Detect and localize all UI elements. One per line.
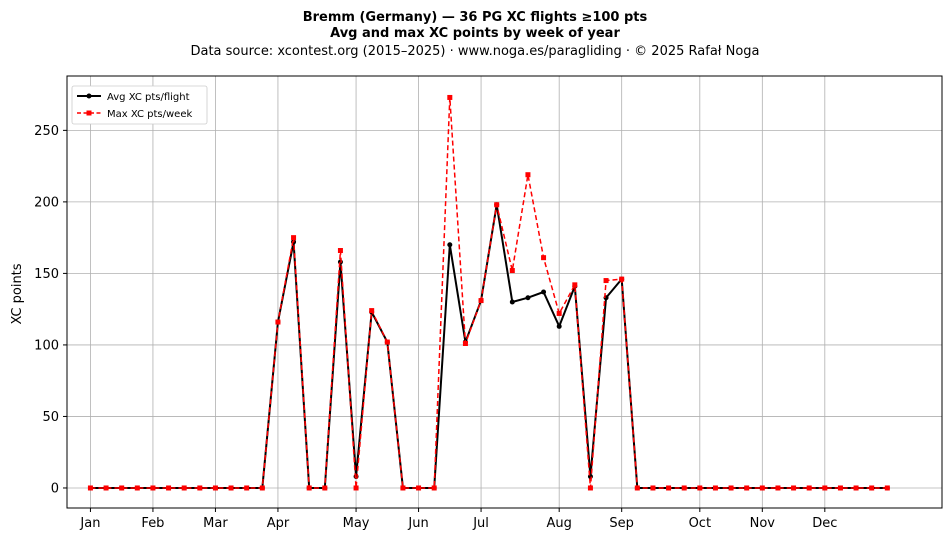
y-tick-label-100: 100	[34, 338, 59, 353]
series-max-point-week-47	[806, 485, 812, 491]
series-max-point-week-14	[291, 235, 297, 241]
x-tick-label-sep: Sep	[609, 516, 634, 531]
series-max-point-week-52	[884, 485, 890, 491]
series-max-point-week-28	[509, 268, 515, 274]
series-max-point-week-22	[416, 485, 422, 491]
series-max-point-week-23	[431, 485, 437, 491]
series-max-point-week-43	[744, 485, 750, 491]
series-max-point-week-11	[244, 485, 250, 491]
series-max-point-week-51	[869, 485, 875, 491]
series-max-line	[90, 96, 888, 489]
series-max-point-week-41	[712, 485, 718, 491]
series-max-point-week-13	[275, 319, 281, 325]
x-tick-label-jul: Jul	[472, 516, 489, 531]
chart-subtitle: Avg and max XC points by week of year	[330, 26, 620, 41]
y-tick-label-200: 200	[34, 195, 59, 210]
series-max-point-week-36	[634, 485, 640, 491]
legend-frame	[71, 85, 208, 125]
chart-title: Bremm (Germany) — 36 PG XC flights ≥100 …	[303, 10, 648, 25]
plot-area: Jan Feb Mar Apr May Jun Jul Aug Sep Oct Nov Dec 0 50 1…	[34, 75, 943, 531]
series-max-point-week-37	[650, 485, 656, 491]
series-max-point-week-18	[353, 485, 359, 491]
series-max-point-week-45	[775, 485, 781, 491]
series-max-point-week-17	[337, 248, 343, 254]
series-max-point-week-21	[400, 485, 406, 491]
series-max-point-week-50	[853, 485, 859, 491]
series-max-point-week-15	[306, 485, 312, 491]
x-tick-label-dec: Dec	[812, 516, 837, 531]
chart-source-note: Data source: xcontest.org (2015–2025) · …	[190, 44, 759, 59]
y-tick-label-0: 0	[51, 481, 59, 496]
series-max-point-week-49	[837, 485, 843, 491]
series-max-point-week-24	[447, 94, 453, 100]
series-max-point-week-25	[462, 340, 468, 346]
legend-max-label: Max XC pts/week	[107, 109, 192, 120]
series-avg-point-week-28	[509, 299, 515, 305]
x-tick-label-jan: Jan	[79, 516, 100, 531]
x-tick-label-jun: Jun	[407, 516, 428, 531]
series-max-point-week-8	[197, 485, 203, 491]
series-max-point-week-26	[478, 298, 484, 304]
series-max-point-week-31	[556, 310, 562, 316]
series-max-point-week-1	[87, 485, 93, 491]
x-tick-label-may: May	[343, 516, 370, 531]
series-max-point-week-48	[822, 485, 828, 491]
plot-frame	[66, 75, 943, 509]
series-avg-point-week-29	[525, 295, 531, 301]
series-max-point-week-4	[134, 485, 140, 491]
series-max-point-week-16	[322, 485, 328, 491]
series-max-point-week-38	[666, 485, 672, 491]
series-max-point-week-5	[150, 485, 156, 491]
series-avg-point-week-31	[556, 323, 562, 329]
series-avg-point-week-24	[447, 242, 453, 248]
series-max-point-week-10	[228, 485, 234, 491]
x-tick-label-nov: Nov	[750, 516, 776, 531]
series-max-point-week-19	[369, 308, 375, 314]
series-max-point-week-33	[587, 485, 593, 491]
x-tick-label-oct: Oct	[689, 516, 711, 531]
legend-max-marker	[86, 110, 92, 116]
x-tick-label-feb: Feb	[141, 516, 164, 531]
x-tick-label-aug: Aug	[546, 516, 571, 531]
series-max-point-week-39	[681, 485, 687, 491]
y-tick-label-150: 150	[34, 267, 59, 282]
series-max-point-week-44	[759, 485, 765, 491]
legend-avg-marker	[86, 93, 92, 99]
series-max-point-week-29	[525, 172, 531, 178]
legend: Avg XC pts/flight Max XC pts/week	[71, 85, 208, 125]
series-max-point-week-3	[119, 485, 125, 491]
series-max-point-week-7	[181, 485, 187, 491]
series-avg-point-week-30	[541, 289, 547, 295]
series-max-point-week-6	[166, 485, 172, 491]
series-max-point-week-46	[791, 485, 797, 491]
series-max-point-week-2	[103, 485, 109, 491]
legend-avg-label: Avg XC pts/flight	[107, 92, 190, 103]
series-max-point-week-27	[494, 202, 500, 208]
y-axis-label: XC points	[10, 263, 25, 324]
series-max-point-week-32	[572, 282, 578, 288]
series-max-point-week-40	[697, 485, 703, 491]
series-max-point-week-30	[541, 255, 547, 261]
x-tick-label-mar: Mar	[203, 516, 228, 531]
y-tick-label-50: 50	[42, 410, 59, 425]
y-tick-label-250: 250	[34, 124, 59, 139]
series-max-point-week-42	[728, 485, 734, 491]
x-tick-label-apr: Apr	[267, 516, 290, 531]
series-max-point-week-34	[603, 278, 609, 284]
series-max-point-week-9	[212, 485, 218, 491]
series-max-point-week-12	[259, 485, 265, 491]
series-max-point-week-20	[384, 339, 390, 345]
series-max-point-week-35	[619, 276, 625, 282]
